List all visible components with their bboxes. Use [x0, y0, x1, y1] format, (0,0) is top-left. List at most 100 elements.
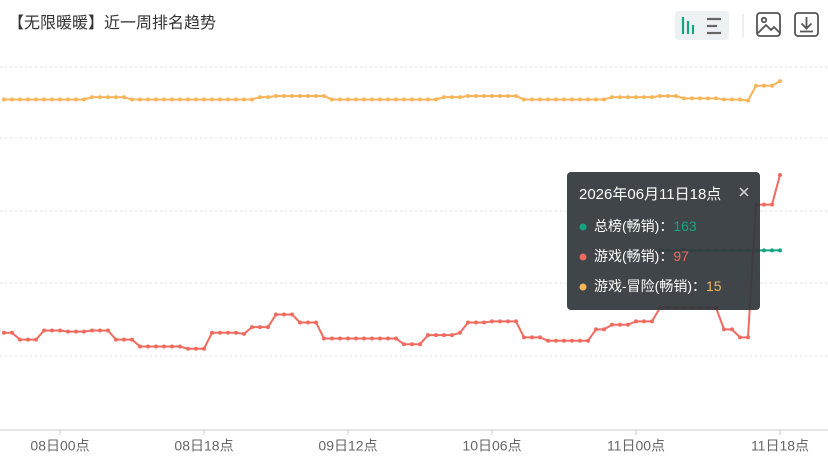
- data-point: [722, 97, 726, 102]
- data-point: [10, 97, 14, 102]
- data-point: [146, 97, 150, 102]
- list-view-button[interactable]: [707, 17, 721, 35]
- data-point: [610, 95, 614, 100]
- data-point: [306, 94, 310, 99]
- data-point: [506, 319, 510, 324]
- data-point: [546, 338, 550, 343]
- data-point: [178, 97, 182, 102]
- data-point: [434, 333, 438, 338]
- data-point: [738, 97, 742, 102]
- data-point: [530, 335, 534, 340]
- data-point: [282, 94, 286, 99]
- data-point: [10, 330, 14, 335]
- data-point: [370, 97, 374, 102]
- data-point: [218, 330, 222, 335]
- data-point: [602, 97, 606, 102]
- data-point: [162, 344, 166, 349]
- data-point: [130, 337, 134, 342]
- data-point: [634, 319, 638, 324]
- tooltip-bg: [567, 172, 760, 310]
- data-point: [298, 94, 302, 99]
- data-point: [418, 97, 422, 102]
- data-point: [578, 97, 582, 102]
- data-point: [618, 322, 622, 327]
- data-point: [738, 335, 742, 340]
- data-point: [394, 336, 398, 341]
- data-point: [642, 95, 646, 100]
- data-point: [570, 338, 574, 343]
- data-point: [50, 97, 54, 102]
- data-point: [514, 319, 518, 324]
- data-point: [66, 329, 70, 334]
- chart-view-button[interactable]: [681, 17, 695, 34]
- data-point: [586, 338, 590, 343]
- data-point: [778, 172, 782, 177]
- data-point: [706, 96, 710, 101]
- data-point: [314, 94, 318, 99]
- data-point: [650, 95, 654, 100]
- data-point: [442, 333, 446, 338]
- data-point: [562, 338, 566, 343]
- data-point: [570, 97, 574, 102]
- data-point: [674, 94, 678, 99]
- data-point: [18, 97, 22, 102]
- data-point: [682, 96, 686, 101]
- data-point: [586, 97, 590, 102]
- data-point: [466, 320, 470, 325]
- data-point: [234, 97, 238, 102]
- data-point: [530, 97, 534, 102]
- data-point: [146, 344, 150, 349]
- data-point: [410, 97, 414, 102]
- data-point: [466, 94, 470, 99]
- data-point: [122, 337, 126, 342]
- data-point: [746, 335, 750, 340]
- view-toggle: [675, 11, 729, 40]
- data-point: [26, 337, 30, 342]
- data-point: [58, 97, 62, 102]
- data-point: [354, 336, 358, 341]
- data-point: [498, 319, 502, 324]
- data-point: [106, 95, 110, 100]
- data-point: [610, 322, 614, 327]
- data-point: [762, 83, 766, 88]
- data-point: [170, 97, 174, 102]
- data-point: [90, 328, 94, 333]
- data-point: [82, 97, 86, 102]
- data-point: [234, 330, 238, 335]
- data-point: [474, 94, 478, 99]
- data-point: [194, 97, 198, 102]
- data-point: [730, 97, 734, 102]
- x-tick-label: 08日18点: [174, 438, 233, 454]
- download-button[interactable]: [794, 12, 819, 37]
- data-point: [746, 98, 750, 103]
- tooltip-close[interactable]: [739, 187, 749, 197]
- tooltip-value: 163: [673, 218, 697, 234]
- tooltip-row: 总榜(畅销)：163: [594, 218, 697, 234]
- data-point: [602, 327, 606, 332]
- data-point: [42, 97, 46, 102]
- data-point: [506, 94, 510, 99]
- data-point: [42, 328, 46, 333]
- data-point: [402, 97, 406, 102]
- data-point: [386, 336, 390, 341]
- data-point: [322, 94, 326, 99]
- data-point: [322, 336, 326, 341]
- data-point: [266, 95, 270, 100]
- data-point: [290, 312, 294, 317]
- data-point: [394, 97, 398, 102]
- data-point: [258, 325, 262, 330]
- data-point: [314, 320, 318, 325]
- data-point: [226, 97, 230, 102]
- data-point: [130, 97, 134, 102]
- data-point: [730, 327, 734, 332]
- data-point: [778, 248, 782, 253]
- data-point: [226, 330, 230, 335]
- tooltip-series-name: 游戏-冒险(畅销): [594, 278, 692, 294]
- save-image-button[interactable]: [756, 12, 781, 37]
- data-point: [218, 97, 222, 102]
- data-point: [82, 329, 86, 334]
- data-point: [402, 342, 406, 347]
- tooltip-dot: [579, 223, 587, 231]
- data-point: [210, 97, 214, 102]
